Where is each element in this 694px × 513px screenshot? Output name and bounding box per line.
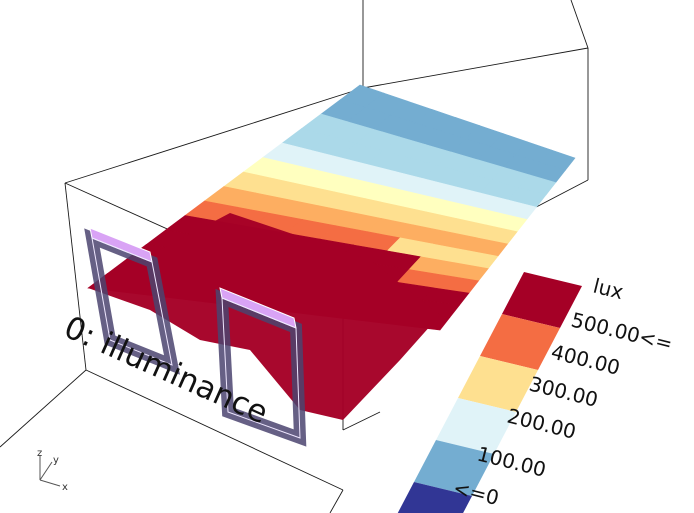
y-axis-label: y	[53, 455, 59, 466]
legend-label: 100.00	[475, 442, 549, 482]
legend-swatch	[480, 314, 560, 370]
window-left-edge	[91, 237, 173, 366]
legend-label: 200.00	[505, 404, 579, 444]
x-axis-label: x	[62, 482, 68, 493]
legend-swatch	[397, 482, 472, 513]
legend-label: 400.00	[549, 340, 623, 380]
legend-swatch	[458, 356, 538, 412]
legend-swatch	[502, 272, 582, 328]
legend-unit: lux	[591, 274, 626, 305]
window-frames	[84, 227, 307, 447]
legend-label: 300.00	[527, 372, 601, 412]
legend-swatch	[414, 440, 494, 496]
axis-widget: z y x	[37, 448, 68, 493]
z-axis-label: z	[37, 448, 42, 459]
legend-swatch	[436, 398, 516, 454]
window-right-edge	[221, 297, 301, 439]
